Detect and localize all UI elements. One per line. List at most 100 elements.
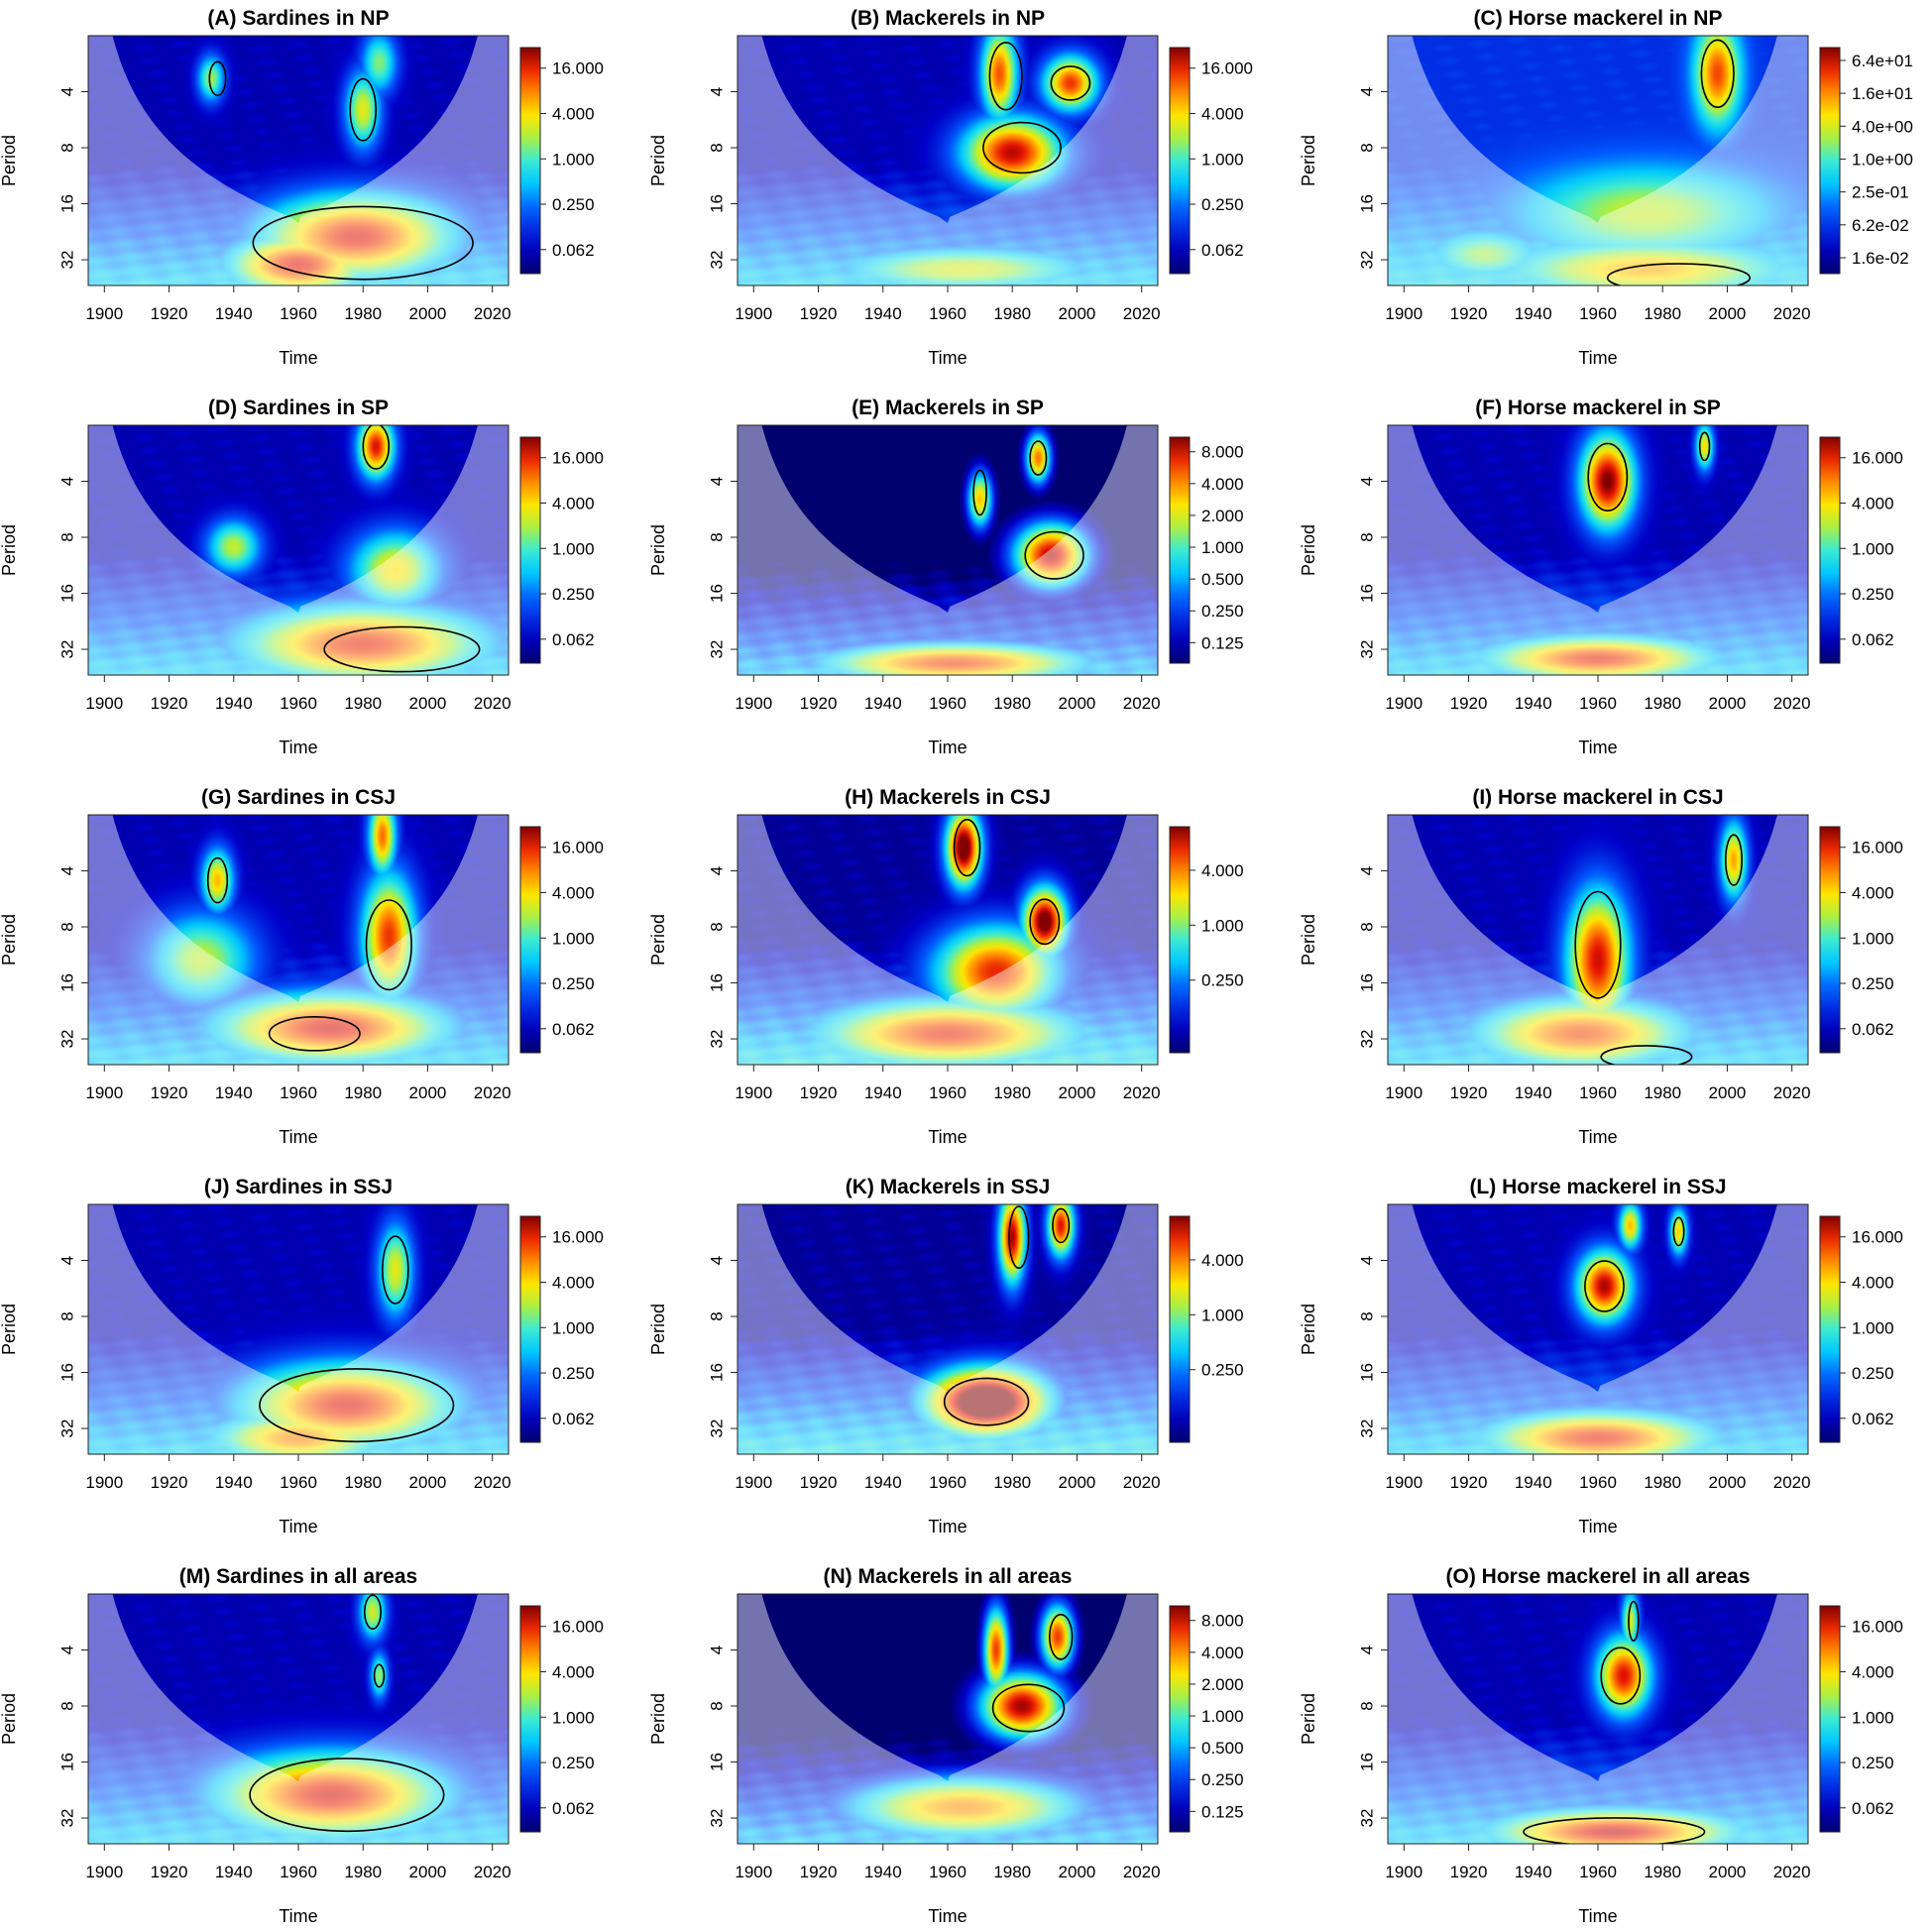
significance-contour: [1725, 834, 1744, 886]
x-tick-label: 2000: [409, 1083, 447, 1102]
cone-of-influence-left: [1388, 815, 1598, 1065]
x-axis-title: Time: [279, 1517, 317, 1536]
x-tick-label: 1940: [1515, 694, 1552, 713]
colorbar-label: 4.0e+00: [1852, 117, 1913, 136]
colorbar: [519, 826, 541, 1054]
y-axis-title: Period: [648, 1693, 668, 1745]
x-tick-label: 2000: [409, 1863, 447, 1881]
cone-of-influence-left: [88, 815, 298, 1065]
colorbar-label: 2.000: [1201, 507, 1244, 525]
colorbar-label: 4.000: [1201, 1251, 1244, 1270]
x-tick-label: 2020: [474, 1863, 511, 1881]
x-tick-label: 1980: [344, 1083, 382, 1102]
panel-title: (F) Horse mackerel in SP: [1475, 397, 1720, 419]
colorbar-label: 16.000: [552, 449, 604, 468]
y-axis-title: Period: [648, 914, 668, 966]
x-tick-label: 1980: [993, 694, 1031, 713]
cone-of-influence-left: [738, 36, 948, 285]
x-tick-label: 2020: [474, 1083, 511, 1102]
y-tick-label: 32: [707, 1420, 726, 1438]
y-tick-label: 16: [707, 1753, 726, 1771]
x-tick-label: 1900: [1385, 304, 1422, 323]
colorbar-label: 4.000: [1852, 884, 1894, 903]
colorbar-label: 4.000: [552, 884, 595, 903]
colorbar-label: 0.250: [1852, 1754, 1894, 1772]
y-tick-label: 32: [707, 1030, 726, 1049]
y-tick-label: 32: [57, 1030, 76, 1049]
cone-of-influence-left: [1388, 1594, 1598, 1844]
colorbar-label: 6.4e+01: [1852, 52, 1913, 70]
x-tick-label: 1980: [993, 1083, 1031, 1102]
x-tick-label: 1920: [151, 1863, 188, 1881]
colorbar-label: 4.000: [1201, 1644, 1244, 1662]
x-tick-label: 2000: [1059, 694, 1096, 713]
x-tick-label: 1920: [1450, 1083, 1488, 1102]
x-axis-title: Time: [279, 1906, 317, 1926]
wavelet-power-heatmap: [738, 1594, 1158, 1844]
colorbar-label: 16.000: [1852, 1618, 1903, 1637]
y-tick-label: 4: [707, 1256, 726, 1265]
y-tick-label: 4: [57, 477, 76, 486]
significance-contour: [259, 1368, 455, 1443]
x-tick-label: 1940: [215, 694, 253, 713]
y-tick-label: 16: [1357, 1753, 1376, 1771]
x-tick-label: 1980: [1644, 1473, 1681, 1492]
cone-of-influence-left: [1388, 36, 1598, 285]
significance-contour: [249, 1758, 445, 1833]
colorbar-label: 0.062: [1852, 630, 1894, 649]
cone-of-influence-right: [948, 36, 1158, 285]
x-tick-label: 2020: [1773, 694, 1811, 713]
y-axis-title: Period: [0, 135, 19, 186]
significance-contour: [268, 1016, 361, 1052]
colorbar-label: 0.250: [1852, 1364, 1894, 1383]
colorbar-label: 0.250: [552, 1754, 595, 1772]
x-tick-label: 1900: [735, 694, 772, 713]
significance-contour: [1672, 1216, 1685, 1247]
cone-of-influence-left: [738, 425, 948, 675]
y-tick-label: 8: [57, 922, 76, 931]
y-tick-label: 16: [1357, 973, 1376, 992]
y-tick-label: 16: [57, 973, 76, 992]
x-tick-label: 1980: [1644, 1863, 1681, 1881]
x-axis-title: Time: [1578, 348, 1617, 368]
significance-contour: [1628, 1600, 1640, 1642]
y-tick-label: 8: [707, 922, 726, 931]
x-tick-label: 1940: [215, 304, 253, 323]
significance-contour: [982, 121, 1062, 174]
x-axis-title: Time: [1578, 738, 1617, 757]
x-tick-label: 1900: [1385, 1083, 1422, 1102]
y-tick-label: 4: [707, 477, 726, 486]
y-tick-label: 4: [1357, 1256, 1376, 1265]
cone-of-influence-right: [948, 1594, 1158, 1844]
colorbar-label: 1.000: [1201, 538, 1244, 557]
x-tick-label: 1920: [800, 1863, 838, 1881]
x-tick-label: 2020: [1773, 304, 1811, 323]
x-tick-label: 1960: [280, 694, 317, 713]
colorbar: [1819, 47, 1841, 275]
cone-of-influence-left: [88, 425, 298, 675]
y-tick-label: 8: [1357, 922, 1376, 931]
y-tick-label: 32: [1357, 1809, 1376, 1828]
wavelet-power-heatmap: [88, 36, 509, 285]
x-tick-label: 1940: [864, 1473, 902, 1492]
significance-contour: [1700, 39, 1735, 109]
x-tick-label: 2000: [1059, 1473, 1096, 1492]
y-axis-title: Period: [0, 524, 19, 576]
significance-contour: [362, 425, 391, 470]
y-tick-label: 16: [1357, 584, 1376, 603]
colorbar-label: 1.6e+01: [1852, 84, 1913, 103]
y-axis-title: Period: [1299, 524, 1318, 576]
x-tick-label: 2020: [1123, 694, 1161, 713]
significance-contour: [365, 899, 412, 991]
x-tick-label: 1940: [1515, 1473, 1552, 1492]
y-tick-label: 32: [57, 1809, 76, 1828]
colorbar: [1169, 436, 1191, 664]
y-tick-label: 8: [707, 1311, 726, 1320]
y-axis-title: Period: [1299, 1304, 1318, 1355]
significance-contour: [206, 856, 229, 904]
x-tick-label: 1940: [215, 1863, 253, 1881]
x-tick-label: 2000: [1709, 1083, 1747, 1102]
x-tick-label: 1980: [993, 1863, 1031, 1881]
y-tick-label: 32: [707, 640, 726, 659]
y-tick-label: 16: [57, 1753, 76, 1771]
